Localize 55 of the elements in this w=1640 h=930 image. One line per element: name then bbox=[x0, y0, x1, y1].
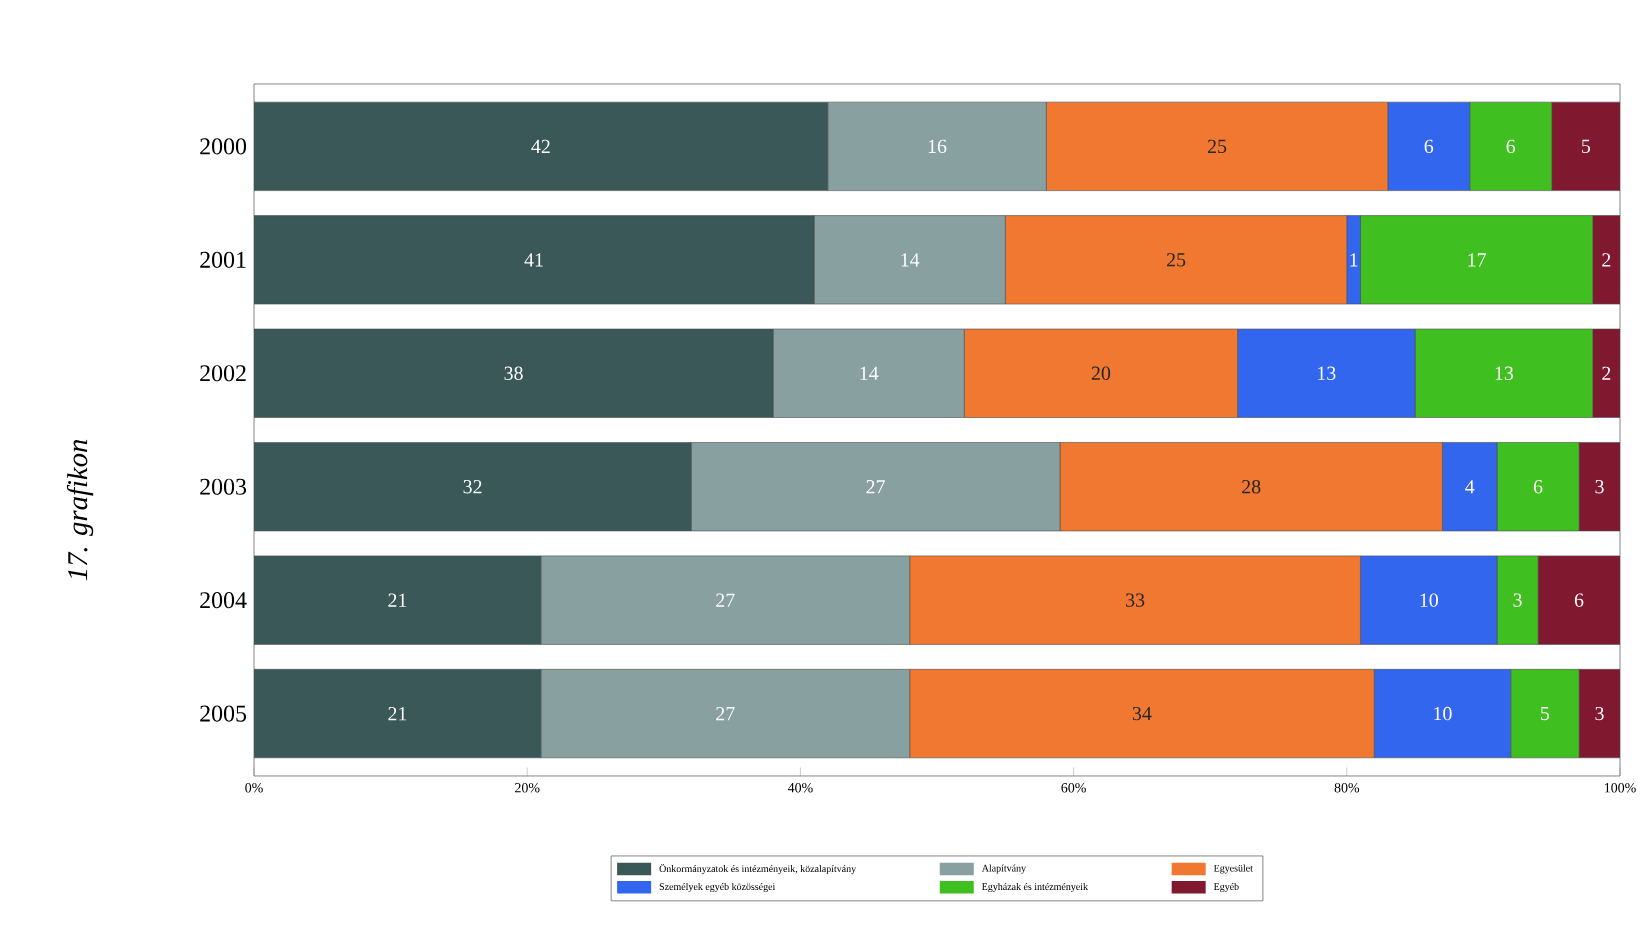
data-label: 3 bbox=[1595, 706, 1604, 721]
y-tick-label: 2001 bbox=[200, 251, 246, 268]
data-label: 27 bbox=[866, 480, 885, 494]
data-label: 17 bbox=[1468, 253, 1486, 267]
data-label: 6 bbox=[1533, 480, 1543, 494]
data-label: 6 bbox=[1506, 139, 1516, 154]
bar bbox=[254, 328, 774, 418]
data-label: 25 bbox=[1166, 253, 1186, 267]
text: 17. grafikon bbox=[66, 439, 94, 581]
data-label: 5 bbox=[1541, 706, 1550, 721]
data-label: 10 bbox=[1434, 706, 1452, 721]
bar bbox=[1592, 215, 1621, 305]
data-label: 25 bbox=[1207, 139, 1227, 154]
bar bbox=[1592, 328, 1621, 418]
data-label: 4 bbox=[1465, 480, 1475, 494]
bar bbox=[1578, 669, 1621, 759]
y-tick-label: 2005 bbox=[200, 705, 247, 722]
bar bbox=[254, 669, 542, 759]
data-label: 6 bbox=[1574, 593, 1584, 607]
data-label: 13 bbox=[1318, 366, 1336, 380]
data-label: 21 bbox=[388, 593, 407, 607]
y-tick-label: 2000 bbox=[200, 138, 247, 155]
data-label: 33 bbox=[1126, 593, 1145, 607]
data-label: 3 bbox=[1595, 480, 1604, 494]
data-label: 20 bbox=[1091, 366, 1111, 380]
bar bbox=[254, 442, 692, 532]
y-tick-label: 2003 bbox=[200, 478, 247, 495]
y-tick-label: 2002 bbox=[200, 365, 246, 382]
bar bbox=[254, 215, 815, 305]
data-label: 10 bbox=[1420, 593, 1438, 607]
data-label: 42 bbox=[531, 139, 550, 153]
data-label: 28 bbox=[1242, 479, 1261, 494]
bar bbox=[254, 555, 542, 645]
data-label: 3 bbox=[1513, 593, 1522, 607]
data-label: 2 bbox=[1602, 366, 1611, 380]
data-label: 32 bbox=[463, 480, 482, 494]
data-label: 38 bbox=[504, 366, 523, 380]
data-label: 5 bbox=[1582, 139, 1591, 153]
data-label: 1 bbox=[1350, 253, 1358, 267]
data-label: 41 bbox=[524, 253, 543, 267]
data-label: 6 bbox=[1424, 139, 1434, 154]
data-label: 27 bbox=[716, 593, 735, 607]
bar bbox=[1578, 442, 1621, 532]
bar bbox=[1551, 101, 1621, 191]
data-label: 2 bbox=[1602, 253, 1611, 267]
bar bbox=[254, 101, 829, 191]
data-label: 13 bbox=[1495, 366, 1514, 380]
data-label: 34 bbox=[1132, 706, 1152, 721]
data-label: 16 bbox=[928, 139, 947, 154]
data-label: 14 bbox=[901, 253, 920, 267]
y-tick-label: 2004 bbox=[200, 592, 247, 609]
data-label: 27 bbox=[716, 706, 735, 721]
data-label: 14 bbox=[860, 366, 879, 380]
bar bbox=[1537, 555, 1621, 645]
data-label: 21 bbox=[388, 706, 407, 721]
